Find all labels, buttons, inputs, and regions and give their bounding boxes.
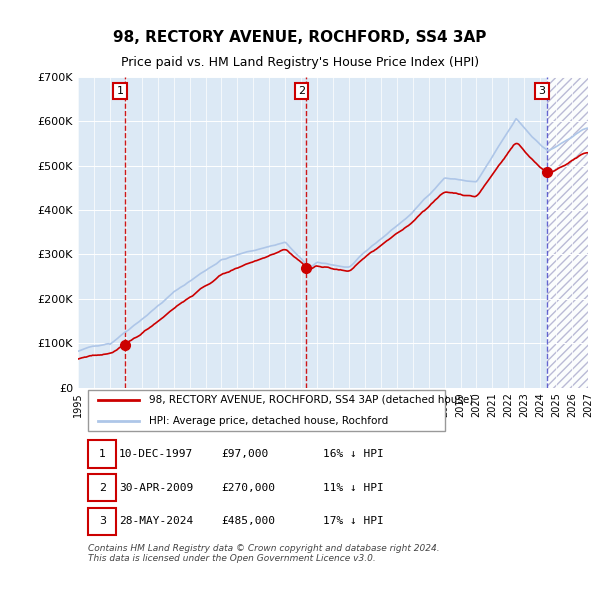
Text: 28-MAY-2024: 28-MAY-2024	[119, 516, 193, 526]
Bar	[547, 77, 588, 388]
Text: 11% ↓ HPI: 11% ↓ HPI	[323, 483, 383, 493]
Text: 3: 3	[538, 86, 545, 96]
Text: Price paid vs. HM Land Registry's House Price Index (HPI): Price paid vs. HM Land Registry's House …	[121, 56, 479, 69]
Text: £485,000: £485,000	[221, 516, 275, 526]
Text: 98, RECTORY AVENUE, ROCHFORD, SS4 3AP (detached house): 98, RECTORY AVENUE, ROCHFORD, SS4 3AP (d…	[149, 395, 473, 405]
Text: Contains HM Land Registry data © Crown copyright and database right 2024.
This d: Contains HM Land Registry data © Crown c…	[88, 544, 440, 563]
Text: 98, RECTORY AVENUE, ROCHFORD, SS4 3AP: 98, RECTORY AVENUE, ROCHFORD, SS4 3AP	[113, 30, 487, 44]
FancyBboxPatch shape	[88, 440, 116, 467]
Text: 30-APR-2009: 30-APR-2009	[119, 483, 193, 493]
Text: 2: 2	[298, 86, 305, 96]
Text: 3: 3	[99, 516, 106, 526]
Text: £270,000: £270,000	[221, 483, 275, 493]
Text: 17% ↓ HPI: 17% ↓ HPI	[323, 516, 383, 526]
Text: 10-DEC-1997: 10-DEC-1997	[119, 449, 193, 459]
FancyBboxPatch shape	[88, 474, 116, 502]
Text: HPI: Average price, detached house, Rochford: HPI: Average price, detached house, Roch…	[149, 415, 389, 425]
FancyBboxPatch shape	[88, 507, 116, 535]
Text: 16% ↓ HPI: 16% ↓ HPI	[323, 449, 383, 459]
Text: 1: 1	[99, 449, 106, 459]
Text: 1: 1	[116, 86, 124, 96]
Text: 2: 2	[98, 483, 106, 493]
Text: £97,000: £97,000	[221, 449, 268, 459]
FancyBboxPatch shape	[88, 390, 445, 431]
Bar	[547, 77, 588, 388]
